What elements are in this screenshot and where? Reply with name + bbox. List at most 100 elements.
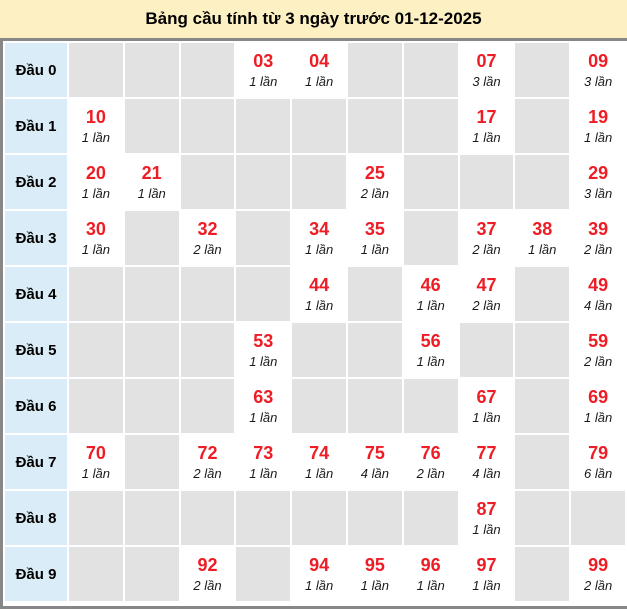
empty-cell xyxy=(180,323,235,377)
empty-cell xyxy=(403,43,458,97)
cell-count: 3 lần xyxy=(472,74,501,90)
empty-cell xyxy=(347,43,402,97)
empty-cell xyxy=(69,323,123,377)
cell-count: 1 lần xyxy=(304,298,334,314)
cell-99: 99 2 lần xyxy=(571,547,625,601)
empty-cell xyxy=(292,379,346,433)
cell-number: 95 xyxy=(364,554,385,575)
cell-number: 70 xyxy=(85,442,106,463)
table-row: Đầu 2 20 1 lần 21 1 lần 25 2 lần 29 3 lần xyxy=(5,155,625,209)
cell-count: 1 lần xyxy=(304,578,334,594)
empty-cell xyxy=(515,267,570,321)
cell-count: 2 lần xyxy=(472,298,501,314)
cell-53: 53 1 lần xyxy=(236,323,291,377)
cell-number: 74 xyxy=(309,442,330,463)
cell-count: 1 lần xyxy=(304,242,334,258)
cell-count: 1 lần xyxy=(583,130,613,146)
empty-cell xyxy=(236,99,291,153)
row-label: Đầu 1 xyxy=(5,99,67,153)
empty-cell xyxy=(515,379,570,433)
cell-30: 30 1 lần xyxy=(69,211,123,265)
cell-number: 38 xyxy=(532,218,553,239)
cell-20: 20 1 lần xyxy=(69,155,123,209)
cell-number: 59 xyxy=(588,330,609,351)
row-label: Đầu 5 xyxy=(5,323,67,377)
cell-37: 37 2 lần xyxy=(459,211,514,265)
table-row: Đầu 6 63 1 lần 67 1 lần 69 1 lần xyxy=(5,379,625,433)
cell-count: 4 lần xyxy=(472,466,501,482)
cell-79: 79 6 lần xyxy=(571,435,625,489)
cell-number: 69 xyxy=(588,386,609,407)
cell-number: 21 xyxy=(141,162,162,183)
table-row: Đầu 1 10 1 lần 17 1 lần 19 1 lần xyxy=(5,99,625,153)
row-label: Đầu 2 xyxy=(5,155,67,209)
cell-94: 94 1 lần xyxy=(292,547,346,601)
cell-number: 94 xyxy=(309,554,330,575)
cell-count: 1 lần xyxy=(416,578,445,594)
cell-count: 1 lần xyxy=(360,578,389,594)
cell-number: 77 xyxy=(476,442,497,463)
cell-10: 10 1 lần xyxy=(69,99,123,153)
empty-cell xyxy=(124,267,179,321)
cell-count: 1 lần xyxy=(360,242,389,258)
cell-number: 67 xyxy=(476,386,497,407)
empty-cell xyxy=(69,379,123,433)
cell-32: 32 2 lần xyxy=(180,211,235,265)
empty-cell xyxy=(403,379,458,433)
empty-cell xyxy=(236,491,291,545)
empty-cell xyxy=(180,155,235,209)
cell-46: 46 1 lần xyxy=(403,267,458,321)
cell-70: 70 1 lần xyxy=(69,435,123,489)
empty-cell xyxy=(403,99,458,153)
cell-92: 92 2 lần xyxy=(180,547,235,601)
cell-number: 87 xyxy=(476,498,497,519)
table-row: Đầu 8 87 1 lần xyxy=(5,491,625,545)
row-label: Đầu 6 xyxy=(5,379,67,433)
cell-number: 37 xyxy=(476,218,497,239)
empty-cell xyxy=(124,547,179,601)
empty-cell xyxy=(403,491,458,545)
empty-cell xyxy=(124,99,179,153)
cell-count: 1 lần xyxy=(416,354,445,370)
cell-number: 30 xyxy=(85,218,106,239)
cell-74: 74 1 lần xyxy=(292,435,346,489)
cell-number: 29 xyxy=(588,162,609,183)
cell-count: 2 lần xyxy=(583,242,613,258)
empty-cell xyxy=(515,99,570,153)
cell-63: 63 1 lần xyxy=(236,379,291,433)
empty-cell xyxy=(292,155,346,209)
cell-95: 95 1 lần xyxy=(347,547,402,601)
empty-cell xyxy=(403,155,458,209)
cell-count: 2 lần xyxy=(360,186,389,202)
cau-table-wrap: Đầu 0 03 1 lần 04 1 lần 07 3 lần 09 3 lần Đầu 1 10… xyxy=(0,38,627,609)
row-label: Đầu 8 xyxy=(5,491,67,545)
cell-75: 75 4 lần xyxy=(347,435,402,489)
cell-number: 39 xyxy=(588,218,609,239)
cell-17: 17 1 lần xyxy=(459,99,514,153)
empty-cell xyxy=(459,155,514,209)
empty-cell xyxy=(292,99,346,153)
cell-number: 20 xyxy=(85,162,106,183)
row-label: Đầu 7 xyxy=(5,435,67,489)
empty-cell xyxy=(180,99,235,153)
table-row: Đầu 3 30 1 lần 32 2 lần 34 1 lần 35 1 lần 37 2 lần… xyxy=(5,211,625,265)
cell-count: 1 lần xyxy=(472,130,501,146)
cell-count: 1 lần xyxy=(81,186,110,202)
empty-cell xyxy=(571,491,625,545)
empty-cell xyxy=(347,99,402,153)
cell-76: 76 2 lần xyxy=(403,435,458,489)
cell-number: 99 xyxy=(588,554,609,575)
cell-number: 19 xyxy=(588,106,609,127)
empty-cell xyxy=(180,267,235,321)
cell-count: 2 lần xyxy=(472,242,501,258)
table-row: Đầu 4 44 1 lần 46 1 lần 47 2 lần 49 4 lần xyxy=(5,267,625,321)
cell-number: 97 xyxy=(476,554,497,575)
empty-cell xyxy=(515,43,570,97)
cell-34: 34 1 lần xyxy=(292,211,346,265)
cell-count: 2 lần xyxy=(193,578,222,594)
row-label: Đầu 4 xyxy=(5,267,67,321)
cell-count: 1 lần xyxy=(472,410,501,426)
cell-73: 73 1 lần xyxy=(236,435,291,489)
cell-number: 72 xyxy=(197,442,218,463)
cell-number: 79 xyxy=(588,442,609,463)
